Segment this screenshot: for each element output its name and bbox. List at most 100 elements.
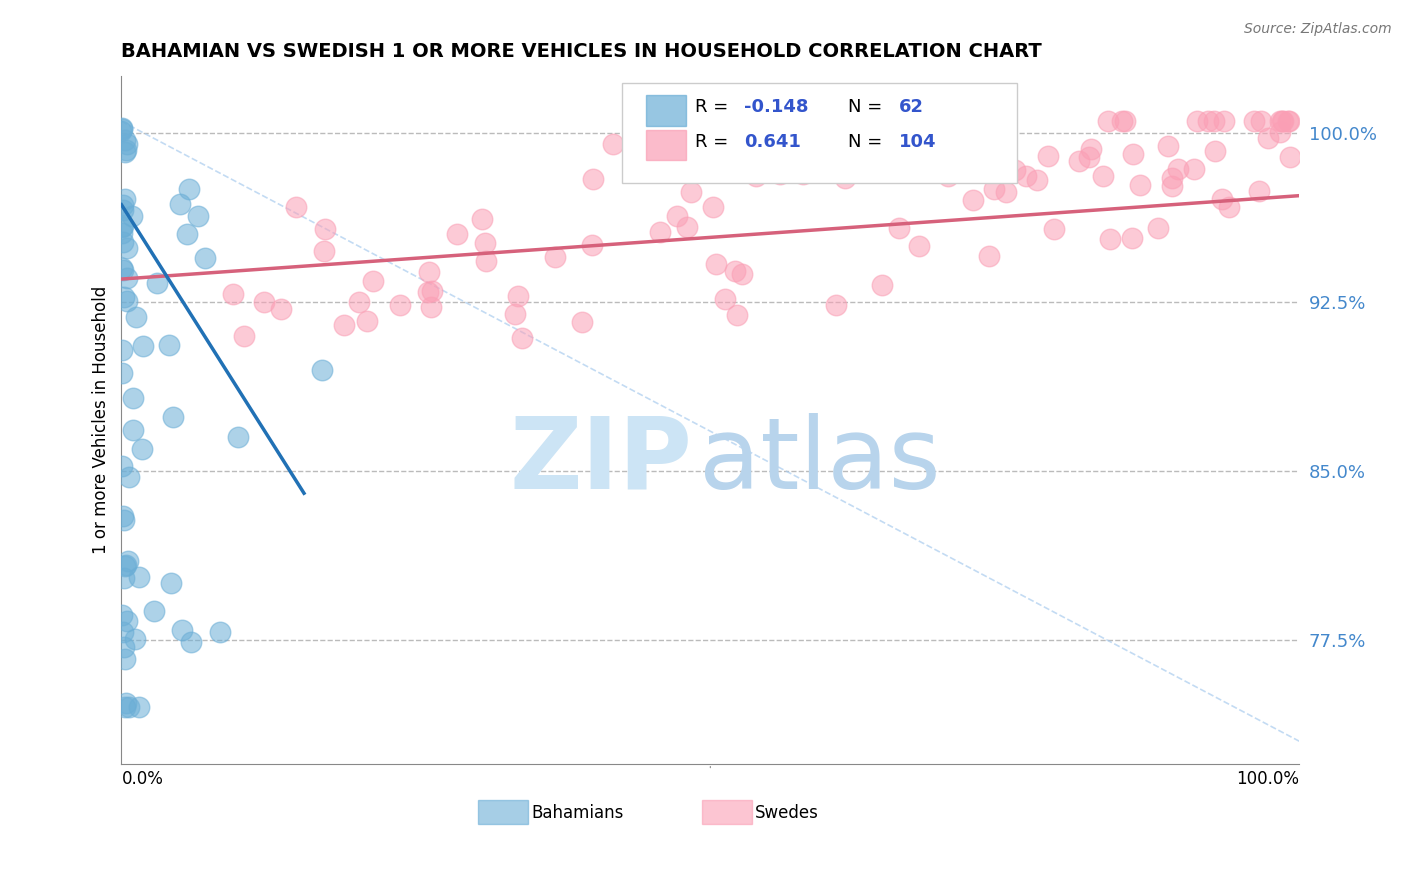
Point: [1043, 221, 1066, 235]
Point: [111, 198, 134, 212]
FancyBboxPatch shape: [645, 130, 686, 160]
Point: [1026, 172, 1049, 186]
Point: [1078, 150, 1101, 164]
Point: [704, 257, 727, 271]
Point: [851, 157, 873, 171]
Point: [115, 696, 138, 710]
Point: [115, 615, 138, 629]
Point: [571, 315, 593, 329]
Point: [474, 235, 496, 250]
Point: [131, 442, 153, 457]
Point: [1129, 178, 1152, 192]
Point: [118, 700, 141, 714]
Point: [314, 222, 336, 236]
Point: [114, 143, 136, 157]
Text: Source: ZipAtlas.com: Source: ZipAtlas.com: [1244, 22, 1392, 37]
Point: [648, 225, 671, 239]
Point: [112, 508, 135, 523]
Text: R =: R =: [695, 98, 734, 116]
Point: [128, 700, 150, 714]
Point: [834, 170, 856, 185]
Point: [232, 328, 254, 343]
Point: [950, 114, 973, 128]
Point: [1268, 126, 1291, 140]
Point: [962, 193, 984, 207]
Point: [1250, 114, 1272, 128]
Point: [1270, 114, 1292, 128]
Point: [170, 623, 193, 637]
Point: [1202, 114, 1225, 128]
Point: [953, 165, 976, 179]
Point: [581, 238, 603, 252]
Point: [142, 604, 165, 618]
Point: [887, 220, 910, 235]
Point: [176, 227, 198, 241]
Point: [187, 209, 209, 223]
Point: [132, 339, 155, 353]
Point: [446, 227, 468, 241]
Point: [420, 285, 443, 299]
Point: [813, 123, 835, 137]
Point: [936, 161, 959, 175]
Point: [124, 632, 146, 646]
Point: [347, 295, 370, 310]
Point: [416, 285, 439, 299]
Point: [713, 156, 735, 170]
Point: [506, 289, 529, 303]
Text: Bahamians: Bahamians: [531, 804, 624, 822]
Point: [111, 608, 134, 623]
Point: [725, 308, 748, 322]
Text: -0.148: -0.148: [745, 98, 808, 116]
Point: [928, 114, 950, 128]
Point: [512, 331, 534, 345]
Point: [953, 163, 976, 178]
Point: [543, 251, 565, 265]
Point: [117, 553, 139, 567]
Point: [1185, 114, 1208, 128]
Point: [976, 114, 998, 128]
Point: [111, 262, 134, 277]
Point: [284, 200, 307, 214]
Point: [179, 182, 201, 196]
Point: [1147, 221, 1170, 235]
Point: [111, 343, 134, 357]
Text: 100.0%: 100.0%: [1236, 771, 1299, 789]
Point: [112, 640, 135, 655]
Text: atlas: atlas: [699, 413, 941, 509]
Point: [903, 134, 925, 148]
Point: [1080, 142, 1102, 156]
Text: 0.0%: 0.0%: [121, 771, 163, 789]
Point: [745, 169, 768, 183]
Point: [1218, 200, 1240, 214]
Point: [388, 298, 411, 312]
Point: [702, 200, 724, 214]
Point: [114, 145, 136, 160]
Text: N =: N =: [848, 133, 889, 151]
FancyBboxPatch shape: [645, 95, 686, 126]
Point: [769, 167, 792, 181]
Point: [121, 391, 143, 405]
Point: [114, 133, 136, 147]
Point: [1205, 145, 1227, 159]
Point: [112, 571, 135, 585]
Point: [1097, 114, 1119, 128]
Point: [121, 209, 143, 223]
Point: [222, 287, 245, 301]
Point: [111, 458, 134, 473]
Text: Swedes: Swedes: [755, 804, 818, 822]
Point: [226, 430, 249, 444]
Text: 62: 62: [898, 98, 924, 116]
Point: [112, 624, 135, 639]
Point: [1167, 161, 1189, 176]
Point: [419, 300, 441, 314]
Point: [159, 338, 181, 352]
Text: 0.641: 0.641: [745, 133, 801, 151]
Point: [1069, 153, 1091, 168]
Point: [910, 114, 932, 128]
Point: [1111, 114, 1133, 128]
Point: [1004, 162, 1026, 177]
Point: [363, 274, 385, 288]
Point: [111, 220, 134, 235]
Point: [936, 169, 959, 183]
Point: [114, 651, 136, 665]
